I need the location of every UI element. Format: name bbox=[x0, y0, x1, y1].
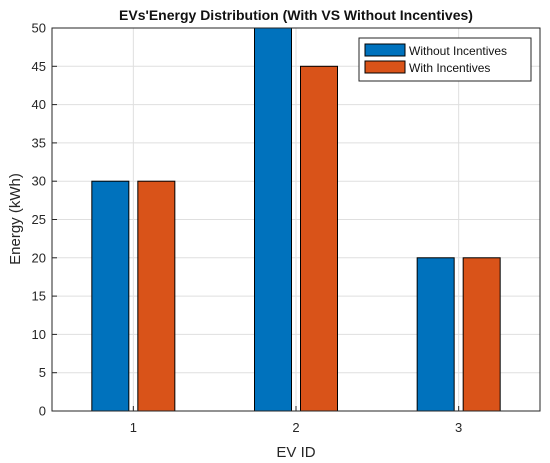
y-tick-label: 0 bbox=[39, 404, 46, 419]
x-tick-label: 1 bbox=[130, 420, 137, 435]
ticks: 0 5 10 15 20 25 30 35 40 45 50 1 2 3 bbox=[32, 21, 463, 436]
y-tick-label: 45 bbox=[32, 59, 46, 74]
y-tick-label: 25 bbox=[32, 212, 46, 227]
y-tick-label: 40 bbox=[32, 97, 46, 112]
y-tick-label: 20 bbox=[32, 250, 46, 265]
y-tick-label: 35 bbox=[32, 135, 46, 150]
y-tick-label: 15 bbox=[32, 289, 46, 304]
legend-swatch bbox=[364, 43, 406, 57]
y-tick-label: 30 bbox=[32, 174, 46, 189]
legend-label: With Incentives bbox=[409, 61, 490, 75]
legend-swatch bbox=[364, 60, 406, 74]
bar-series-2-cat-3 bbox=[462, 257, 501, 412]
chart-title: EVs'Energy Distribution (With VS Without… bbox=[119, 7, 473, 23]
y-axis-label: Energy (kWh) bbox=[7, 173, 24, 265]
bar-series-1-cat-3 bbox=[416, 257, 455, 412]
x-tick-label: 2 bbox=[292, 420, 299, 435]
x-axis-label: EV ID bbox=[276, 444, 315, 461]
bar-series-2-cat-2 bbox=[300, 65, 338, 412]
y-tick-label: 50 bbox=[32, 21, 46, 36]
bars bbox=[91, 27, 501, 412]
y-tick-label: 5 bbox=[39, 365, 46, 380]
legend: Without Incentives With Incentives bbox=[358, 37, 532, 82]
legend-label: Without Incentives bbox=[409, 44, 507, 58]
y-tick-label: 10 bbox=[32, 327, 46, 342]
x-tick-label: 3 bbox=[455, 420, 462, 435]
bar-series-2-cat-1 bbox=[137, 180, 176, 412]
bar-series-1-cat-1 bbox=[91, 180, 130, 412]
bar-series-1-cat-2 bbox=[254, 27, 292, 412]
